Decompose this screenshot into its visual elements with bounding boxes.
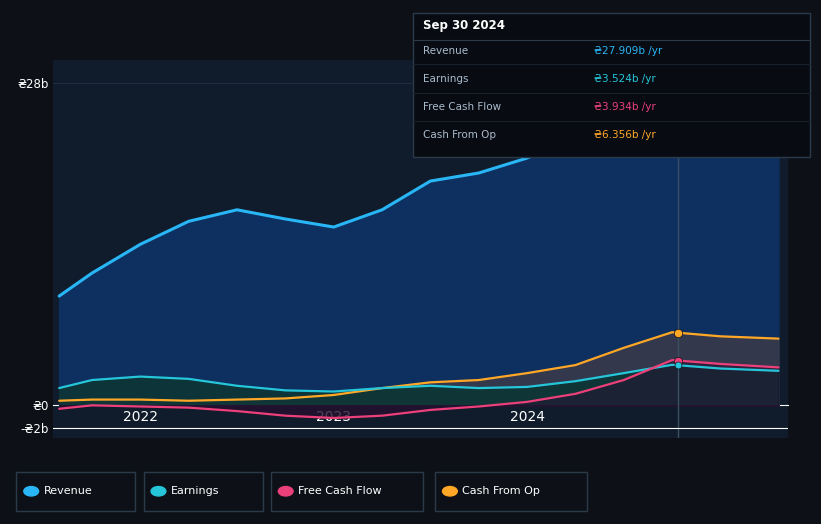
Text: ₴3.934b /yr: ₴3.934b /yr (594, 102, 655, 112)
Text: ₴6.356b /yr: ₴6.356b /yr (594, 130, 655, 140)
Text: Cash From Op: Cash From Op (423, 130, 496, 140)
Text: Cash From Op: Cash From Op (462, 486, 540, 496)
Text: Earnings: Earnings (171, 486, 219, 496)
Text: Revenue: Revenue (423, 46, 468, 56)
Text: Analysts F: Analysts F (686, 69, 739, 79)
Text: ₴3.524b /yr: ₴3.524b /yr (594, 74, 655, 84)
Text: Free Cash Flow: Free Cash Flow (298, 486, 382, 496)
Text: Free Cash Flow: Free Cash Flow (423, 102, 501, 112)
Text: Past: Past (649, 69, 670, 79)
Text: Earnings: Earnings (423, 74, 468, 84)
Text: Revenue: Revenue (44, 486, 92, 496)
Text: ₴27.909b /yr: ₴27.909b /yr (594, 46, 662, 56)
Text: Sep 30 2024: Sep 30 2024 (423, 19, 505, 32)
